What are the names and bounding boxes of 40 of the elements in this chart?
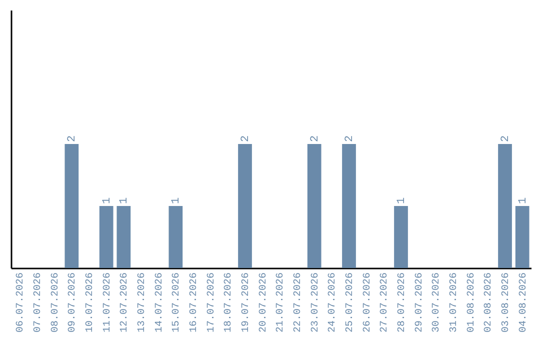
x-tick-label: 09.07.2026 bbox=[68, 272, 79, 333]
data-label: 1 bbox=[101, 196, 114, 204]
data-label: 2 bbox=[309, 135, 322, 142]
x-tick-label: 29.07.2026 bbox=[414, 272, 426, 333]
x-tick-label: 13.07.2026 bbox=[137, 272, 148, 333]
x-tick-label: 16.07.2026 bbox=[189, 272, 200, 333]
x-tick-label: 23.07.2026 bbox=[310, 272, 322, 333]
x-tick-label: 10.07.2026 bbox=[85, 272, 96, 333]
x-tick-label: 11.07.2026 bbox=[102, 272, 114, 333]
x-tick-label: 31.07.2026 bbox=[449, 272, 460, 333]
x-tick-label: 19.07.2026 bbox=[241, 272, 252, 333]
x-tick-label: 30.07.2026 bbox=[432, 272, 443, 333]
x-tick-label: 15.07.2026 bbox=[172, 272, 183, 333]
x-tick-label: 01.08.2026 bbox=[466, 272, 478, 333]
x-tick-label: 12.07.2026 bbox=[120, 272, 131, 333]
x-tick-label: 04.08.2026 bbox=[518, 272, 530, 333]
x-tick-label: 17.07.2026 bbox=[206, 272, 218, 333]
x-tick-label: 20.07.2026 bbox=[258, 272, 270, 333]
x-tick-label: 28.07.2026 bbox=[397, 272, 408, 333]
data-label: 2 bbox=[500, 135, 512, 142]
x-tick-label: 14.07.2026 bbox=[154, 272, 166, 333]
data-label: 2 bbox=[344, 135, 356, 142]
data-label: 2 bbox=[240, 135, 252, 142]
x-tick-label: 24.07.2026 bbox=[328, 272, 339, 333]
x-tick-label: 07.07.2026 bbox=[33, 272, 44, 333]
x-tick-label: 21.07.2026 bbox=[276, 272, 287, 333]
x-tick-label: 18.07.2026 bbox=[224, 272, 235, 333]
x-tick-label: 22.07.2026 bbox=[293, 272, 304, 333]
x-tick-label: 06.07.2026 bbox=[16, 272, 27, 333]
data-label: 1 bbox=[517, 196, 530, 204]
x-tick-label: 25.07.2026 bbox=[345, 272, 356, 333]
data-label: 1 bbox=[118, 196, 131, 204]
x-tick-label: 03.08.2026 bbox=[501, 272, 512, 333]
x-tick-label: 27.07.2026 bbox=[380, 272, 391, 333]
data-label: 2 bbox=[66, 135, 79, 142]
x-tick-label: 26.07.2026 bbox=[362, 272, 374, 333]
data-label: 1 bbox=[170, 196, 183, 204]
data-label: 1 bbox=[396, 196, 408, 204]
x-tick-label: 02.08.2026 bbox=[484, 272, 495, 333]
x-tick-label: 08.07.2026 bbox=[50, 272, 62, 333]
